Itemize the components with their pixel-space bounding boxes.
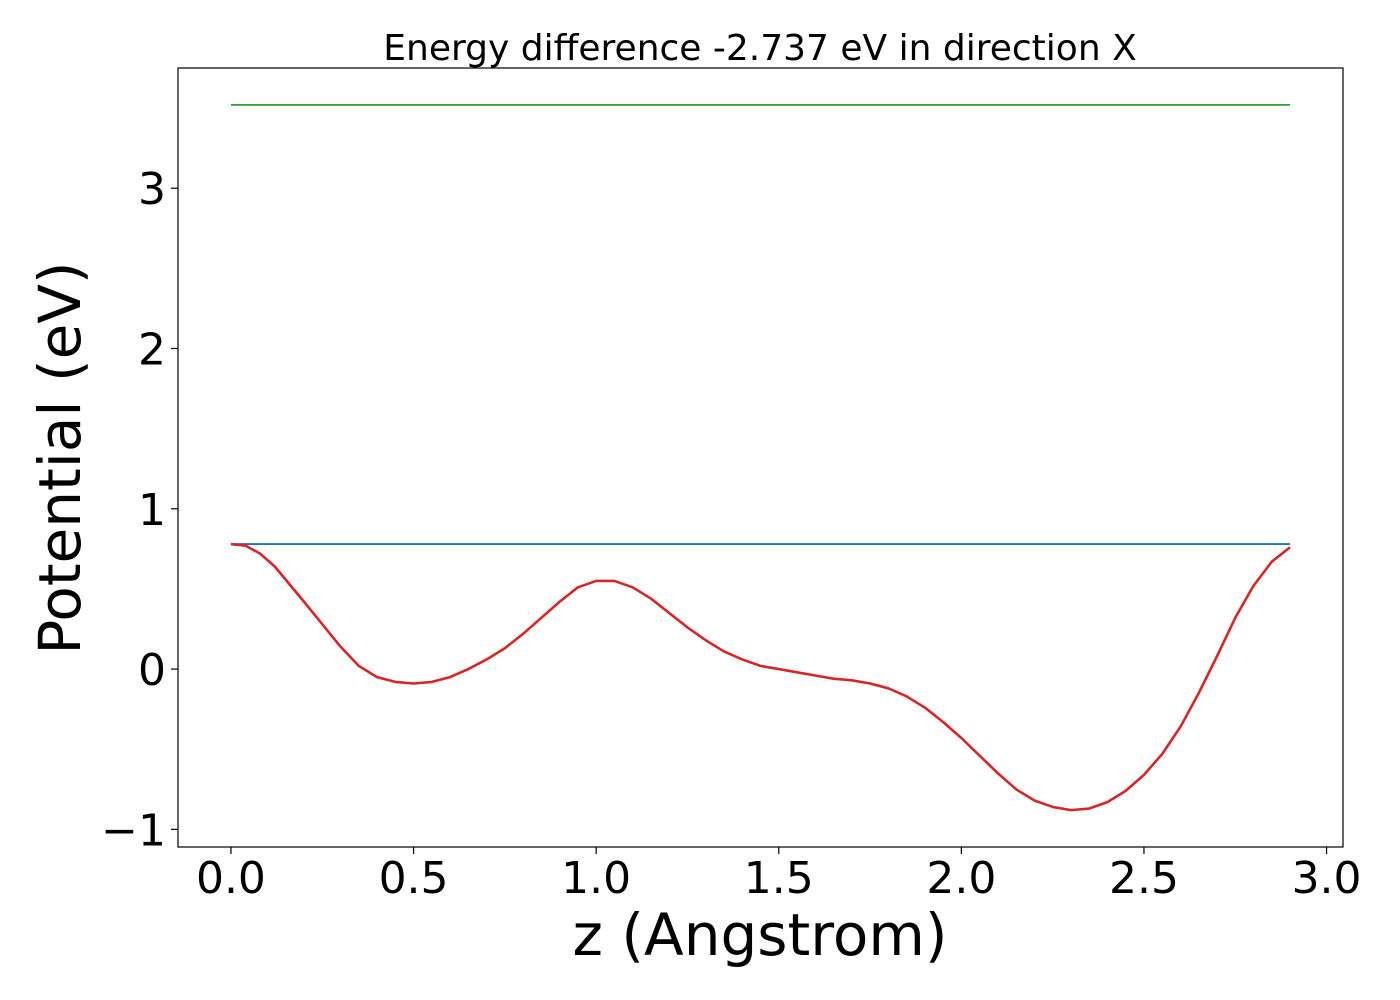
- y-tick-label: 0: [138, 645, 166, 696]
- x-tick-label: 0.5: [379, 853, 449, 904]
- x-tick-label: 1.0: [561, 853, 631, 904]
- series-group: [230, 103, 1291, 812]
- y-tick-label: 1: [138, 485, 166, 536]
- x-axis: 0.0 0.5 1.0 1.5 2.0 2.5 3.0: [196, 847, 1362, 904]
- x-tick-label: 2.0: [926, 853, 996, 904]
- plot-frame: [177, 67, 1344, 848]
- chart-title: Energy difference -2.737 eV in direction…: [383, 28, 1137, 69]
- y-tick-label: 2: [138, 325, 166, 376]
- y-tick-label: 3: [138, 164, 166, 215]
- y-axis: −1 0 1 2 3: [101, 164, 178, 856]
- x-tick-label: 3.0: [1292, 853, 1362, 904]
- x-tick-label: 0.0: [196, 853, 266, 904]
- x-tick-label: 2.5: [1109, 853, 1179, 904]
- x-axis-label: z (Angstrom): [573, 901, 948, 969]
- y-tick-label: −1: [101, 805, 166, 856]
- series-line-2: [230, 542, 1291, 812]
- x-tick-label: 1.5: [744, 853, 814, 904]
- y-axis-label: Potential (eV): [26, 261, 94, 654]
